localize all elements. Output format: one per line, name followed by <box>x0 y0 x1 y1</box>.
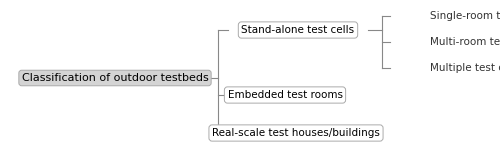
Text: Stand-alone test cells: Stand-alone test cells <box>242 25 354 35</box>
Text: Real-scale test houses/buildings: Real-scale test houses/buildings <box>212 128 380 138</box>
Text: Single-room test cells: Single-room test cells <box>430 11 500 21</box>
Text: Classification of outdoor testbeds: Classification of outdoor testbeds <box>22 73 208 83</box>
Text: Multi-room test cells: Multi-room test cells <box>430 37 500 47</box>
Text: Multiple test cells: Multiple test cells <box>430 63 500 73</box>
Text: Embedded test rooms: Embedded test rooms <box>228 90 342 100</box>
